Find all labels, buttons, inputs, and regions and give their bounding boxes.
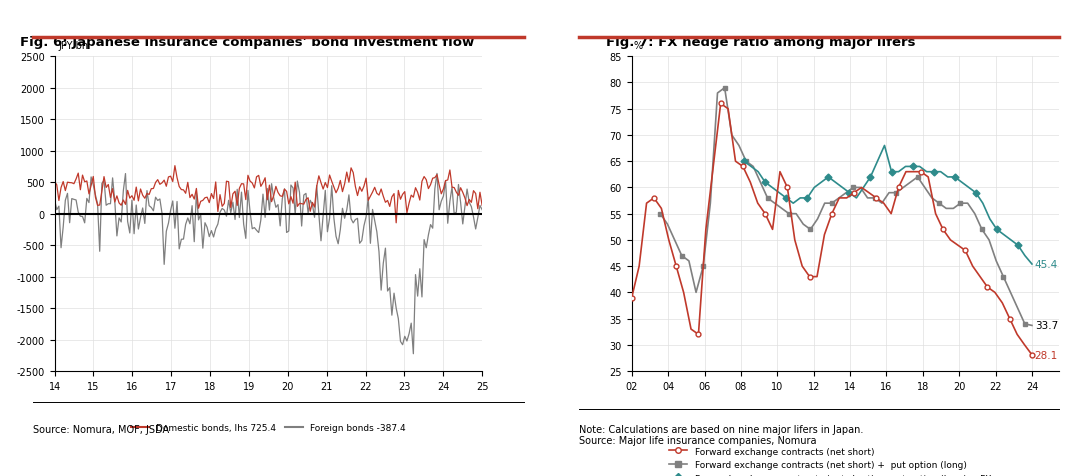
Legend: Forward exchange contracts (net short), Forward exchange contracts (net short) +: Forward exchange contracts (net short), … <box>666 443 1025 476</box>
Text: Source: Nomura, MOF, JSDA: Source: Nomura, MOF, JSDA <box>33 424 169 434</box>
Text: %: % <box>633 41 643 51</box>
Text: 33.7: 33.7 <box>1035 321 1058 331</box>
Text: Fig. 6: Japanese insurance companies' bond investment flow: Fig. 6: Japanese insurance companies' bo… <box>21 36 475 49</box>
Text: 45.4: 45.4 <box>1035 259 1058 269</box>
Legend: Domestic bonds, lhs 725.4, Foreign bonds -387.4: Domestic bonds, lhs 725.4, Foreign bonds… <box>127 420 410 436</box>
Text: JPY bn: JPY bn <box>59 41 90 51</box>
Text: 28.1: 28.1 <box>1035 350 1058 360</box>
Text: Fig. 7: FX hedge ratio among major lifers: Fig. 7: FX hedge ratio among major lifer… <box>606 36 915 49</box>
Text: Note: Calculations are based on nine major lifers in Japan.
Source: Major life i: Note: Calculations are based on nine maj… <box>579 424 863 445</box>
